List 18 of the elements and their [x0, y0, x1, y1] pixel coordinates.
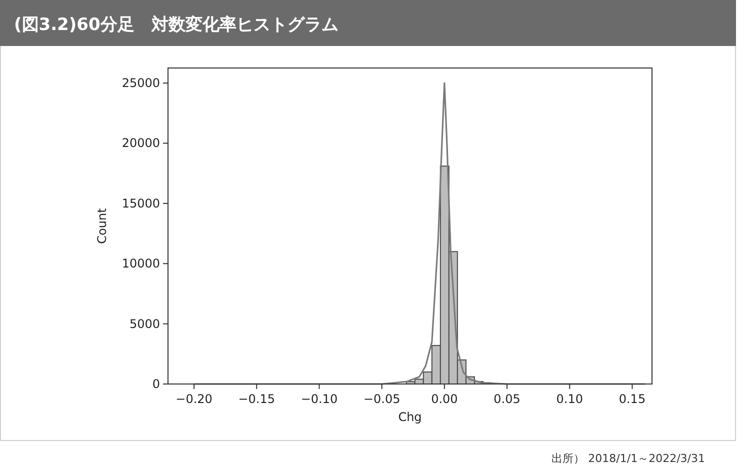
x-tick-label: 0.00 [431, 392, 458, 406]
x-tick-label: 0.15 [618, 392, 646, 406]
x-tick-label: −0.20 [176, 392, 212, 406]
y-axis-title: Count [95, 208, 109, 244]
x-tick-label: −0.05 [363, 392, 400, 406]
y-tick-label: 5000 [129, 316, 160, 331]
x-tick-label: 0.10 [556, 392, 583, 406]
y-tick-label: 10000 [122, 256, 160, 271]
x-tick-label: 0.05 [494, 392, 520, 406]
text: 出所） 2018/1/1～2022/3/31 [552, 452, 705, 465]
chart-title: (図3.2)60分足 対数変化率ヒストグラム [14, 15, 338, 35]
y-tick-label: 0 [152, 377, 160, 391]
y-tick-label: 15000 [122, 196, 160, 210]
y-tick-label: 25000 [122, 76, 160, 90]
x-tick-label: −0.10 [300, 392, 338, 406]
x-tick-label: −0.15 [238, 392, 276, 406]
x-axis-title: Chg [398, 410, 422, 424]
y-tick-label: 20000 [122, 136, 160, 150]
